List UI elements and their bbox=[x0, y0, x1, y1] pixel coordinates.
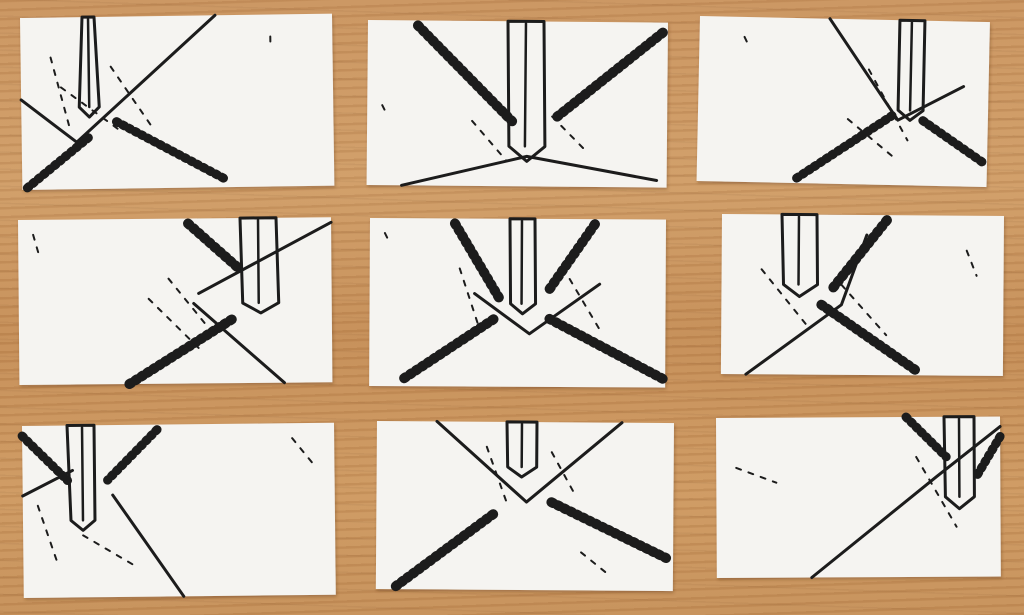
card-r1-c2 bbox=[366, 19, 668, 188]
card-r2-c3 bbox=[720, 212, 1004, 376]
card-r1-c3 bbox=[696, 16, 990, 188]
card-r3-c1 bbox=[17, 422, 336, 598]
card-r2-c2 bbox=[369, 217, 670, 388]
card-r1-c1 bbox=[19, 13, 335, 193]
card-r3-c2 bbox=[375, 419, 674, 592]
card-r3-c3 bbox=[716, 412, 1005, 580]
card-r2-c1 bbox=[18, 216, 333, 390]
